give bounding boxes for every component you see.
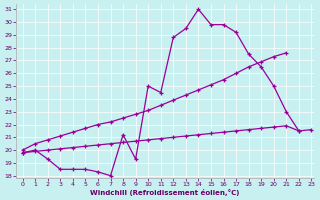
X-axis label: Windchill (Refroidissement éolien,°C): Windchill (Refroidissement éolien,°C) [91,189,240,196]
